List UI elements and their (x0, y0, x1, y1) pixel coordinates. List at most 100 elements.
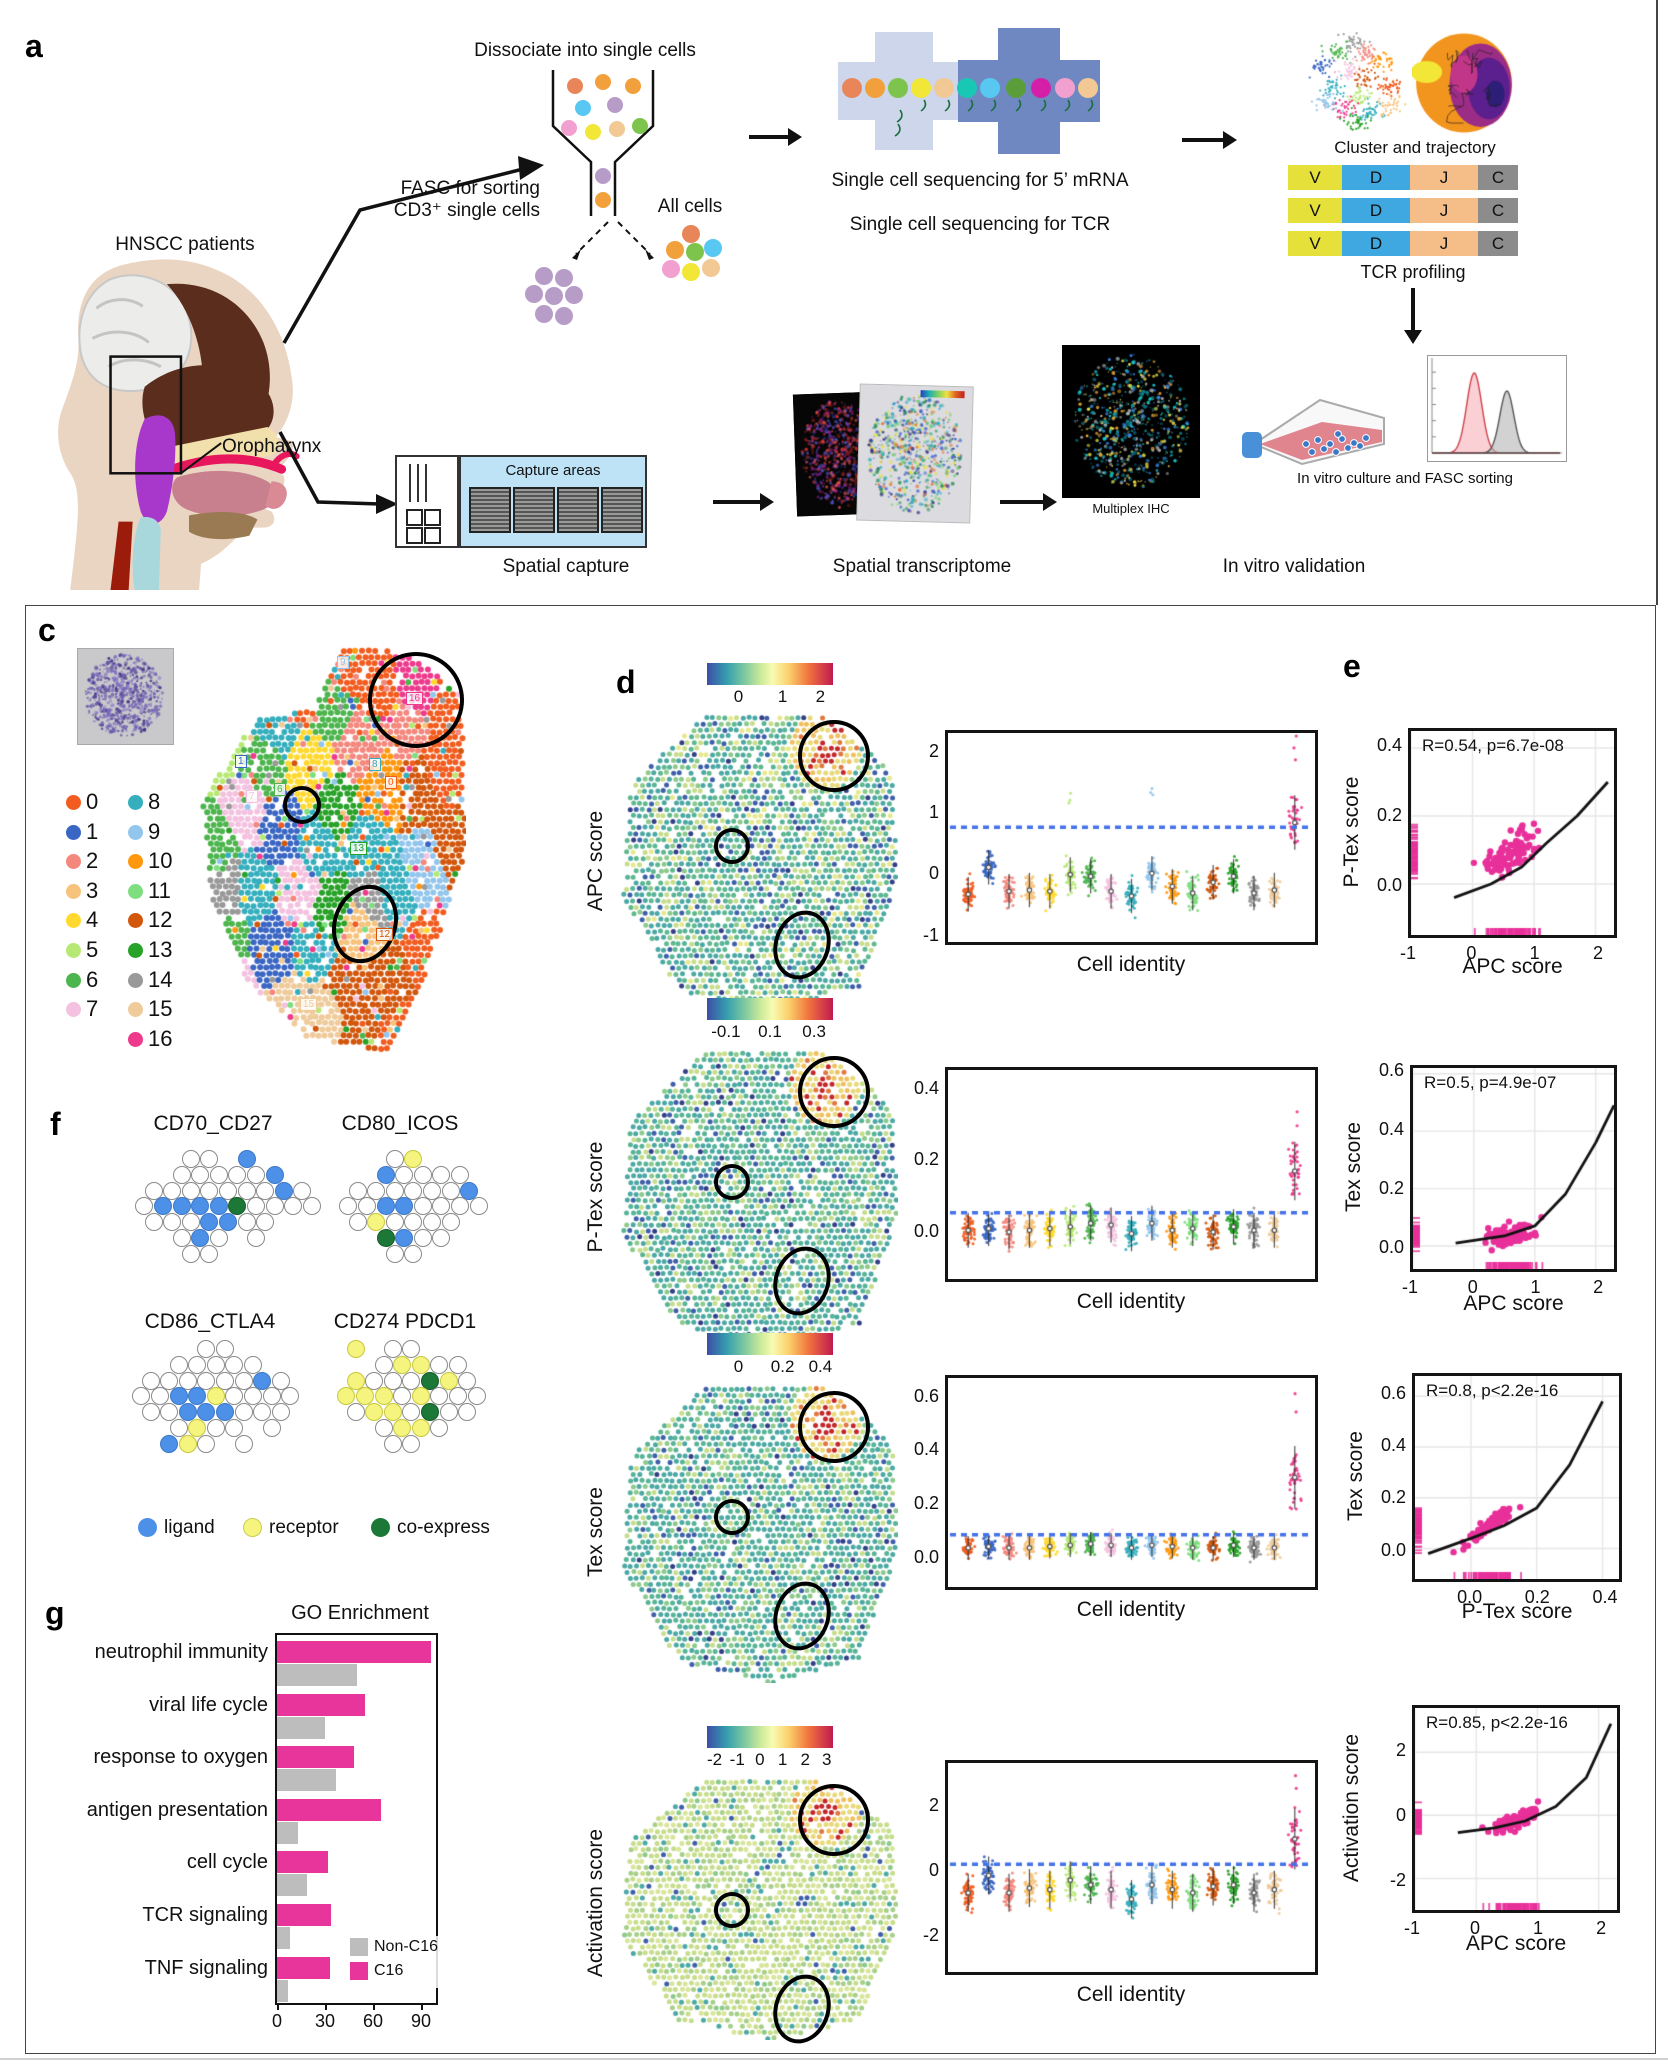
colorbar (707, 1726, 833, 1748)
hex-cell-empty (374, 1355, 393, 1374)
hex-cell-empty (246, 1229, 265, 1247)
strip-ytick-label: 0 (928, 1859, 939, 1880)
scatter-canvas (1411, 731, 1614, 935)
cluster-legend-label: 8 (148, 789, 161, 814)
cluster-legend-label: 11 (148, 877, 171, 903)
strip-plot-canvas (948, 733, 1315, 942)
strip-ytick-label: 0.6 (913, 1385, 939, 1406)
g-bar-c16 (277, 1641, 431, 1663)
hex-cell-empty (262, 1419, 281, 1437)
cluster-legend-dot (66, 883, 81, 899)
g-category-label: response to oxygen (93, 1746, 268, 1769)
hex-cell-ligand (160, 1434, 179, 1453)
hex-cell-empty (367, 1181, 386, 1200)
strip-ytick-label: 0.0 (913, 1546, 939, 1567)
hex-cell-coexpress (228, 1197, 247, 1216)
strip-plot-canvas (948, 1378, 1315, 1587)
cluster-legend-dot (66, 824, 81, 840)
cluster-legend-dot (66, 913, 81, 929)
page-bottom-line (0, 2058, 1668, 2060)
map-annotation-circle-big (368, 652, 464, 748)
strip-plot-box (945, 1760, 1318, 1975)
cluster-legend-label: 2 (86, 848, 99, 874)
oropharynx-pointer (180, 442, 222, 475)
hex-cell-empty (181, 1244, 200, 1263)
g-category-label: TNF signaling (144, 1956, 268, 1979)
scatter-xtick-label: 0 (1466, 943, 1477, 963)
hex-cell-empty (402, 1434, 421, 1453)
strip-ytick-label: -1 (922, 924, 939, 945)
hex-cell-empty (348, 1213, 367, 1232)
hex-cell-ligand (191, 1229, 210, 1247)
scatter-canvas (1415, 1376, 1619, 1579)
cluster-legend-label: 1 (86, 818, 99, 844)
g-bar-nonc16 (277, 1769, 337, 1792)
lower-figure-border (25, 605, 1656, 2054)
map-annotation-circle-big (798, 720, 870, 792)
hex-cell-empty (188, 1355, 207, 1374)
colorbar-tick-label: 0 (755, 1750, 765, 1769)
hex-cell-empty (181, 1150, 200, 1168)
hex-cell-empty (385, 1244, 404, 1263)
map-annotation-circle-small (714, 1164, 750, 1200)
g-legend: Non-C16 C16 (350, 1936, 460, 1988)
hex-cell-empty (430, 1419, 449, 1437)
hex-cell-ligand (153, 1197, 172, 1216)
head-anatomy-illustration (58, 259, 300, 590)
hex-cell-empty (339, 1197, 358, 1216)
g-xtick-mark (421, 2004, 423, 2010)
hnscc-patients-label: HNSCC patients (115, 234, 255, 255)
strip-xaxis-label: Cell identity (1076, 953, 1186, 976)
hex-cell-empty (150, 1387, 169, 1406)
hex-cell-empty (458, 1371, 477, 1390)
hex-cell-empty (374, 1419, 393, 1437)
hex-cell-receptor (411, 1355, 430, 1374)
strip-ytick-label: 2 (928, 740, 939, 761)
all-cells-label: All cells (657, 196, 723, 217)
hex-cell-empty (413, 1165, 432, 1184)
scatter-xtick-label: 1 (1530, 1277, 1541, 1297)
scatter-ytick-label: 0.0 (1380, 1539, 1406, 1560)
vdjc-segment: D (1342, 165, 1410, 190)
hex-cell-empty (237, 1213, 256, 1232)
scatter-yaxis-label: Tex score (1344, 1431, 1367, 1521)
scatter-ytick-label: -2 (1389, 1869, 1406, 1890)
scatter-xtick-label: 2 (1592, 943, 1603, 963)
hex-cell-empty (234, 1371, 253, 1390)
vdjc-segment: V (1288, 231, 1342, 256)
hex-cell-receptor (439, 1371, 458, 1390)
g-bar-c16 (277, 1693, 365, 1716)
hex-cell-empty (160, 1371, 179, 1390)
hex-cell-empty (404, 1244, 423, 1263)
cluster-legend-dot (128, 824, 143, 840)
hex-cell-empty (181, 1181, 200, 1200)
g-legend-c16-label: C16 (374, 1962, 404, 1979)
hex-cell-empty (200, 1244, 219, 1263)
vdjc-segment: J (1410, 198, 1478, 223)
hex-cell-ligand (237, 1150, 256, 1168)
cluster-legend-label: 4 (86, 907, 99, 933)
palate-region (142, 365, 274, 450)
colorbar-tick-label: 1 (777, 1750, 788, 1769)
scatter-xtick-label: 0.0 (1457, 1587, 1483, 1607)
g-category-label: neutrophil immunity (94, 1641, 268, 1663)
hex-cell-ligand (200, 1213, 219, 1232)
hex-cell-empty (200, 1181, 219, 1200)
hex-cell-empty (172, 1165, 191, 1184)
fasc-line1: FASC for sorting (400, 178, 540, 199)
hex-cell-empty (383, 1371, 402, 1390)
hex-cell-empty (237, 1181, 256, 1200)
panel-a-right-border (1656, 0, 1658, 605)
colorbar-tick-label: 0.2 (770, 1357, 795, 1376)
hex-cell-empty (243, 1355, 262, 1374)
hex-cell-empty (467, 1387, 486, 1406)
scatter-xtick-label: 0 (1470, 1918, 1481, 1938)
hex-cell-empty (262, 1387, 281, 1406)
oropharynx-box (109, 355, 183, 475)
hex-cell-empty (216, 1371, 234, 1390)
cluster-map-number-label: 1 (235, 755, 247, 768)
colorbar-tick-label: 0.4 (808, 1357, 833, 1376)
all-cells-cluster (662, 225, 722, 281)
ligand-dot (138, 1518, 157, 1537)
g-bar-nonc16 (277, 1821, 298, 1844)
